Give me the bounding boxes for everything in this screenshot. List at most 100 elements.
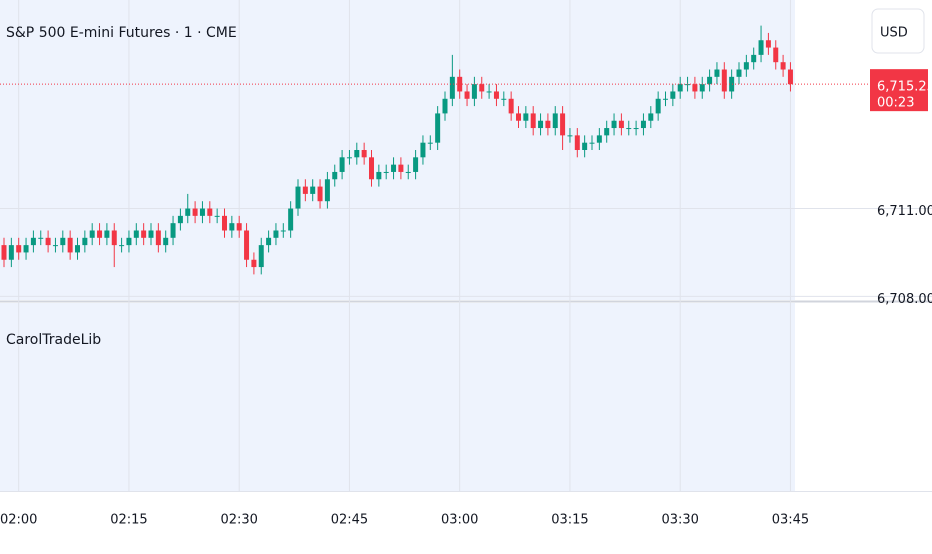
candle-body (273, 230, 279, 238)
candle-body (501, 98, 507, 100)
candle-body (302, 186, 308, 194)
candle-body (8, 245, 14, 260)
candle-body (163, 237, 169, 246)
last-price-label: 6,715.25 (877, 80, 932, 95)
candle-body (692, 84, 698, 92)
candle-body (427, 142, 433, 144)
indicator-title[interactable]: CarolTradeLib (6, 332, 101, 348)
candle-body (670, 91, 676, 99)
x-tick-label: 02:15 (110, 513, 147, 528)
x-tick-label: 02:00 (0, 513, 37, 528)
candle-body (214, 215, 220, 217)
candle-body (199, 208, 205, 216)
candle-body (251, 259, 257, 268)
candle-body (288, 208, 294, 231)
candle-body (391, 164, 397, 172)
candle-body (405, 171, 411, 173)
candle-body (310, 186, 316, 194)
candle-body (530, 113, 536, 129)
y-tick-label: 6,711.00 (877, 204, 932, 219)
candle-body (192, 208, 198, 216)
candle-body (413, 157, 419, 172)
candle-body (596, 135, 602, 143)
x-tick-label: 03:15 (551, 513, 588, 528)
candle-body (67, 237, 73, 253)
x-tick-label: 02:30 (220, 513, 257, 528)
candle-body (442, 98, 448, 114)
candle-body (611, 120, 617, 129)
candle-body (354, 150, 360, 158)
candle-body (508, 98, 514, 114)
candle-body (721, 69, 727, 92)
candle-body (177, 215, 183, 224)
candle-body (604, 128, 610, 136)
candle-body (207, 208, 213, 216)
candle-body (787, 69, 793, 85)
x-tick-label: 02:45 (331, 513, 368, 528)
candle-body (449, 76, 455, 99)
candle-body (52, 245, 58, 247)
candle-body (574, 135, 580, 150)
candle-body (655, 98, 661, 114)
currency-label[interactable]: USD (880, 26, 908, 41)
chart-title: S&P 500 E-mini Futures · 1 · CME (6, 25, 237, 41)
candle-body (464, 91, 470, 99)
candle-body (560, 113, 566, 136)
candle-body (170, 223, 176, 238)
candle-body (751, 54, 757, 63)
candle-body (155, 230, 161, 246)
candle-body (729, 76, 735, 92)
candle-body (677, 84, 683, 92)
candle-body (633, 128, 639, 130)
candle-body (23, 245, 29, 253)
candle-body (376, 171, 382, 180)
candle-body (707, 76, 713, 85)
candle-body (398, 164, 404, 172)
indicator-pane (0, 303, 795, 491)
candle-body (222, 215, 227, 231)
candle-body (471, 84, 477, 99)
candle-body (38, 237, 44, 239)
candle-body (743, 62, 749, 70)
x-tick-label: 03:45 (772, 513, 809, 528)
candle-body (346, 157, 352, 159)
candle-body (361, 150, 367, 158)
candle-body (119, 245, 125, 247)
candle-body (295, 186, 301, 209)
candle-body (486, 91, 492, 93)
candle-body (133, 230, 139, 238)
candle-body (324, 179, 330, 202)
candle-body (552, 113, 558, 129)
candle-body (383, 171, 389, 173)
countdown-label: 00:23 (877, 96, 914, 111)
last-price-badge (870, 69, 928, 112)
candle-body (758, 40, 764, 55)
candle-body (266, 237, 272, 246)
currency-button[interactable] (871, 8, 925, 54)
candle-body (582, 142, 588, 150)
candle-body (699, 84, 705, 92)
candle-body (618, 120, 624, 129)
candle-body (765, 40, 771, 48)
y-tick-label: 6,708.00 (877, 292, 932, 307)
candle-body (229, 223, 235, 231)
candle-body (640, 120, 646, 129)
candle-body (111, 230, 117, 246)
candle-body (626, 128, 632, 130)
candle-body (280, 230, 286, 232)
candle-body (97, 230, 103, 238)
candle-body (435, 113, 441, 143)
candle-body (479, 84, 485, 92)
candle-body (75, 245, 80, 253)
candle-body (16, 245, 22, 253)
candle-body (82, 237, 88, 246)
candle-body (589, 142, 595, 144)
candle-body (648, 113, 654, 121)
x-tick-label: 03:00 (441, 513, 478, 528)
candle-body (538, 120, 544, 129)
candle-body (258, 245, 264, 268)
candle-body (714, 69, 720, 77)
candle-body (185, 208, 191, 216)
candle-body (148, 230, 154, 238)
